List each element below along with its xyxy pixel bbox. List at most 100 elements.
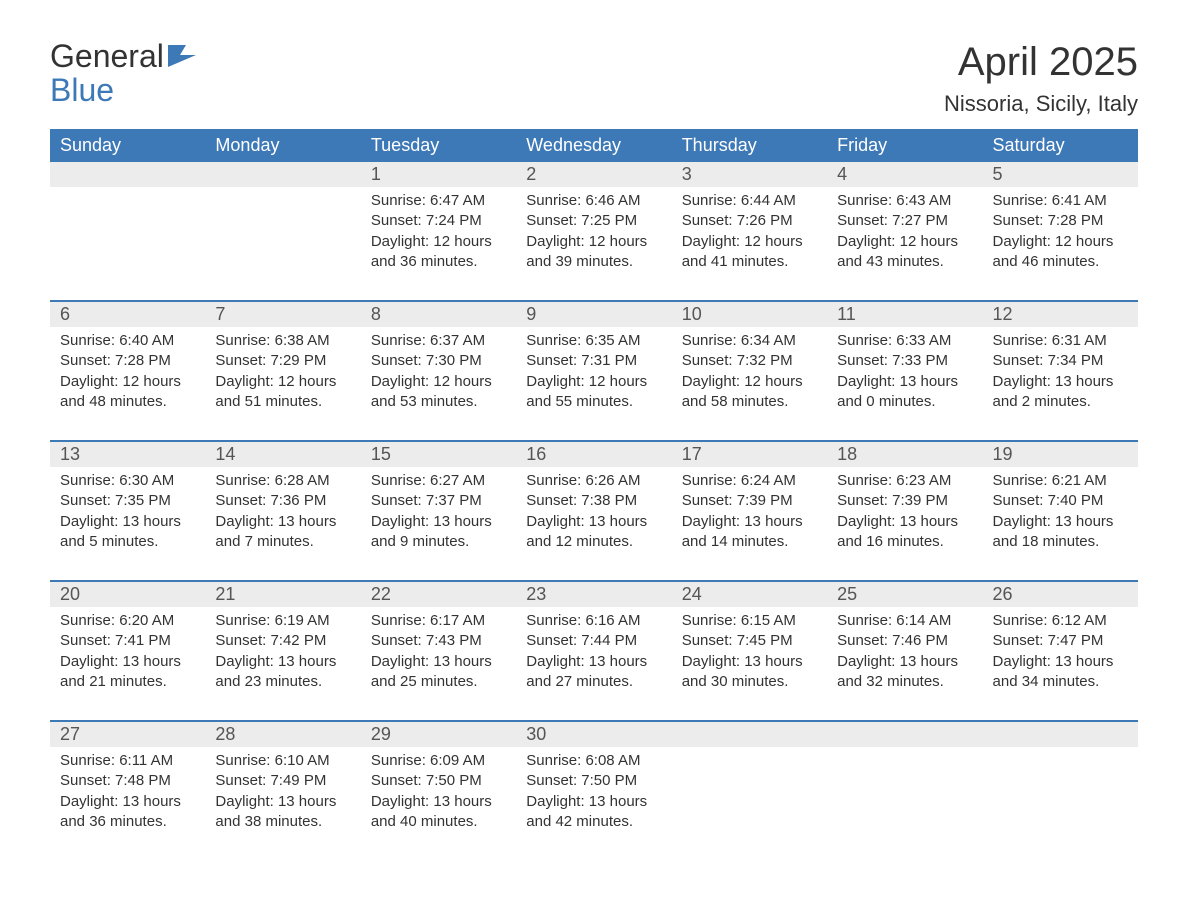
- day-d1: Daylight: 13 hours: [215, 512, 350, 532]
- day-d1: Daylight: 13 hours: [682, 652, 817, 672]
- month-title: April 2025: [944, 40, 1138, 85]
- day-d1: Daylight: 13 hours: [837, 652, 972, 672]
- logo: General Blue: [50, 40, 198, 107]
- day-number-cell: 12: [983, 302, 1138, 327]
- day-d2: and 7 minutes.: [215, 532, 350, 552]
- day-d2: and 51 minutes.: [215, 392, 350, 412]
- day-d2: and 48 minutes.: [60, 392, 195, 412]
- day-d2: and 41 minutes.: [682, 252, 817, 272]
- day-number-cell: [827, 722, 982, 747]
- day-number-cell: 3: [672, 162, 827, 187]
- day-sr: Sunrise: 6:38 AM: [215, 331, 350, 351]
- day-sr: Sunrise: 6:47 AM: [371, 191, 506, 211]
- day-body-cell: [983, 747, 1138, 860]
- day-d2: and 18 minutes.: [993, 532, 1128, 552]
- day-ss: Sunset: 7:47 PM: [993, 631, 1128, 651]
- day-body-cell: Sunrise: 6:12 AMSunset: 7:47 PMDaylight:…: [983, 607, 1138, 721]
- day-number-cell: 9: [516, 302, 671, 327]
- day-d1: Daylight: 12 hours: [837, 232, 972, 252]
- day-d2: and 2 minutes.: [993, 392, 1128, 412]
- day-sr: Sunrise: 6:20 AM: [60, 611, 195, 631]
- header: General Blue April 2025 Nissoria, Sicily…: [50, 40, 1138, 117]
- day-ss: Sunset: 7:28 PM: [993, 211, 1128, 231]
- daynum-row: 6789101112: [50, 302, 1138, 327]
- day-d2: and 12 minutes.: [526, 532, 661, 552]
- day-d1: Daylight: 12 hours: [371, 372, 506, 392]
- day-number-cell: [205, 162, 360, 187]
- day-d2: and 23 minutes.: [215, 672, 350, 692]
- day-d2: and 34 minutes.: [993, 672, 1128, 692]
- day-body-cell: [50, 187, 205, 301]
- day-sr: Sunrise: 6:44 AM: [682, 191, 817, 211]
- day-sr: Sunrise: 6:28 AM: [215, 471, 350, 491]
- day-number-cell: 23: [516, 582, 671, 607]
- day-d2: and 5 minutes.: [60, 532, 195, 552]
- day-body-cell: Sunrise: 6:40 AMSunset: 7:28 PMDaylight:…: [50, 327, 205, 441]
- day-ss: Sunset: 7:44 PM: [526, 631, 661, 651]
- day-number-cell: 19: [983, 442, 1138, 467]
- day-d2: and 53 minutes.: [371, 392, 506, 412]
- day-body-cell: [827, 747, 982, 860]
- day-ss: Sunset: 7:40 PM: [993, 491, 1128, 511]
- day-d2: and 25 minutes.: [371, 672, 506, 692]
- day-body-cell: Sunrise: 6:35 AMSunset: 7:31 PMDaylight:…: [516, 327, 671, 441]
- day-d1: Daylight: 12 hours: [215, 372, 350, 392]
- day-number-cell: 24: [672, 582, 827, 607]
- logo-flag-icon: [168, 40, 198, 74]
- day-sr: Sunrise: 6:08 AM: [526, 751, 661, 771]
- day-sr: Sunrise: 6:12 AM: [993, 611, 1128, 631]
- day-ss: Sunset: 7:26 PM: [682, 211, 817, 231]
- day-ss: Sunset: 7:39 PM: [837, 491, 972, 511]
- day-number-cell: 6: [50, 302, 205, 327]
- day-sr: Sunrise: 6:35 AM: [526, 331, 661, 351]
- day-d1: Daylight: 12 hours: [993, 232, 1128, 252]
- day-body-cell: Sunrise: 6:26 AMSunset: 7:38 PMDaylight:…: [516, 467, 671, 581]
- day-sr: Sunrise: 6:27 AM: [371, 471, 506, 491]
- day-number-cell: 26: [983, 582, 1138, 607]
- day-d1: Daylight: 13 hours: [60, 792, 195, 812]
- day-body-row: Sunrise: 6:11 AMSunset: 7:48 PMDaylight:…: [50, 747, 1138, 860]
- day-ss: Sunset: 7:45 PM: [682, 631, 817, 651]
- day-number-cell: [983, 722, 1138, 747]
- day-number-cell: 13: [50, 442, 205, 467]
- day-number-cell: 20: [50, 582, 205, 607]
- day-ss: Sunset: 7:46 PM: [837, 631, 972, 651]
- day-d1: Daylight: 12 hours: [526, 372, 661, 392]
- logo-text-general: General: [50, 40, 164, 74]
- day-number-cell: 17: [672, 442, 827, 467]
- day-ss: Sunset: 7:35 PM: [60, 491, 195, 511]
- day-d2: and 46 minutes.: [993, 252, 1128, 272]
- day-body-cell: Sunrise: 6:33 AMSunset: 7:33 PMDaylight:…: [827, 327, 982, 441]
- day-d2: and 14 minutes.: [682, 532, 817, 552]
- day-d1: Daylight: 13 hours: [837, 372, 972, 392]
- day-body-cell: Sunrise: 6:14 AMSunset: 7:46 PMDaylight:…: [827, 607, 982, 721]
- day-body-cell: Sunrise: 6:11 AMSunset: 7:48 PMDaylight:…: [50, 747, 205, 860]
- day-ss: Sunset: 7:33 PM: [837, 351, 972, 371]
- day-sr: Sunrise: 6:09 AM: [371, 751, 506, 771]
- day-d2: and 9 minutes.: [371, 532, 506, 552]
- day-body-cell: Sunrise: 6:08 AMSunset: 7:50 PMDaylight:…: [516, 747, 671, 860]
- day-ss: Sunset: 7:48 PM: [60, 771, 195, 791]
- day-body-cell: Sunrise: 6:43 AMSunset: 7:27 PMDaylight:…: [827, 187, 982, 301]
- day-d1: Daylight: 12 hours: [526, 232, 661, 252]
- day-body-cell: Sunrise: 6:38 AMSunset: 7:29 PMDaylight:…: [205, 327, 360, 441]
- day-number-cell: 15: [361, 442, 516, 467]
- day-number-cell: 1: [361, 162, 516, 187]
- day-ss: Sunset: 7:39 PM: [682, 491, 817, 511]
- day-d1: Daylight: 13 hours: [526, 652, 661, 672]
- day-number-cell: 27: [50, 722, 205, 747]
- day-d1: Daylight: 13 hours: [215, 792, 350, 812]
- day-number-cell: 28: [205, 722, 360, 747]
- day-body-cell: [672, 747, 827, 860]
- day-d2: and 36 minutes.: [371, 252, 506, 272]
- day-number-cell: 16: [516, 442, 671, 467]
- location: Nissoria, Sicily, Italy: [944, 91, 1138, 117]
- title-block: April 2025 Nissoria, Sicily, Italy: [944, 40, 1138, 117]
- day-ss: Sunset: 7:37 PM: [371, 491, 506, 511]
- day-number-cell: 22: [361, 582, 516, 607]
- day-body-cell: Sunrise: 6:31 AMSunset: 7:34 PMDaylight:…: [983, 327, 1138, 441]
- day-sr: Sunrise: 6:10 AM: [215, 751, 350, 771]
- day-sr: Sunrise: 6:17 AM: [371, 611, 506, 631]
- day-d2: and 55 minutes.: [526, 392, 661, 412]
- day-body-cell: Sunrise: 6:24 AMSunset: 7:39 PMDaylight:…: [672, 467, 827, 581]
